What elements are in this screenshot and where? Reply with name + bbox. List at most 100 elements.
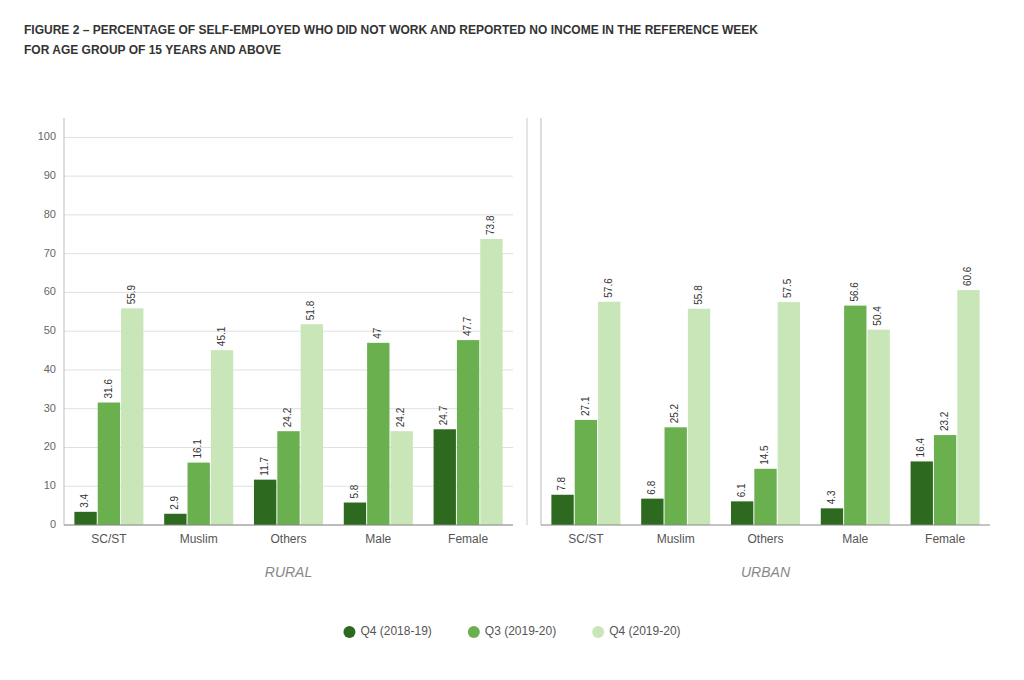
data-label: 2.9 [169, 495, 180, 509]
bars [74, 239, 502, 525]
bar [754, 469, 776, 525]
bar [211, 350, 233, 525]
subtitle: FOR AGE GROUP OF 15 YEARS AND ABOVE [24, 43, 281, 57]
x-axis-line [541, 525, 990, 526]
data-label: 55.8 [693, 285, 704, 305]
data-label: 24.7 [438, 405, 449, 425]
data-label: 7.8 [556, 476, 567, 490]
bar [480, 239, 502, 525]
data-label: 47.7 [462, 316, 473, 336]
data-label: 60.6 [962, 266, 973, 286]
x-tick-label: SC/ST [91, 532, 127, 546]
bar [344, 503, 366, 525]
bar [641, 499, 663, 525]
data-label: 25.2 [669, 403, 680, 423]
bar [277, 431, 299, 525]
bar [188, 463, 210, 525]
x-tick-label: Female [448, 532, 488, 546]
bar [575, 420, 597, 525]
legend-label: Q4 (2019-20) [609, 624, 680, 638]
legend-swatch [468, 626, 480, 638]
bar [390, 431, 412, 525]
legend-item: Q4 (2019-20) [592, 624, 680, 638]
data-labels: 3.42.911.75.824.731.616.124.24747.755.94… [79, 215, 496, 510]
legend-item: Q3 (2019-20) [468, 624, 556, 638]
legend: Q4 (2018-19) Q3 (2019-20) Q4 (2019-20) [343, 624, 680, 638]
data-label: 3.4 [79, 493, 90, 507]
x-tick-label: Others [747, 532, 783, 546]
y-tick-label: 90 [44, 169, 56, 181]
grid-line [64, 253, 513, 254]
bar [434, 429, 456, 525]
y-axis-line [64, 118, 65, 525]
grid-line [64, 137, 513, 138]
x-tick-label: Male [842, 532, 868, 546]
legend-label: Q3 (2019-20) [485, 624, 556, 638]
y-tick-label: 0 [50, 518, 56, 530]
grid-line [64, 176, 513, 177]
data-label: 16.1 [192, 439, 203, 459]
panel-divider [527, 118, 528, 525]
legend-item: Q4 (2018-19) [343, 624, 431, 638]
y-tick-label: 70 [44, 247, 56, 259]
bar [957, 290, 979, 525]
data-label: 5.8 [349, 484, 360, 498]
bar [551, 495, 573, 525]
bar [74, 512, 96, 525]
legend-label: Q4 (2018-19) [360, 624, 431, 638]
y-tick-label: 20 [44, 440, 56, 452]
data-label: 14.5 [759, 445, 770, 465]
bar [598, 302, 620, 525]
data-label: 16.4 [915, 438, 926, 458]
data-label: 6.8 [646, 480, 657, 494]
legend-swatch [343, 626, 355, 638]
bar [821, 508, 843, 525]
bar [457, 340, 479, 525]
data-label: 55.9 [126, 284, 137, 304]
y-tick-label: 60 [44, 285, 56, 297]
data-label: 11.7 [259, 456, 270, 475]
data-label: 31.6 [103, 379, 114, 399]
x-tick-label: Female [925, 532, 965, 546]
bar [688, 309, 710, 525]
section-label: URBAN [741, 564, 791, 580]
bar [665, 427, 687, 525]
data-label: 6.1 [736, 483, 747, 497]
y-tick-label: 40 [44, 363, 56, 375]
grid-line [64, 214, 513, 215]
y-axis-line [541, 118, 542, 525]
panel: 01020304050607080901003.42.911.75.824.73… [38, 118, 513, 580]
data-label: 73.8 [485, 215, 496, 235]
data-label: 24.2 [395, 407, 406, 427]
x-tick-label: Muslim [657, 532, 695, 546]
bar [164, 514, 186, 525]
bar [911, 461, 933, 525]
data-label: 27.1 [580, 396, 591, 416]
chart: FIGURE 2 – PERCENTAGE OF SELF-EMPLOYED W… [0, 0, 1024, 680]
panel: 7.86.86.14.316.427.125.214.556.623.257.6… [541, 118, 990, 580]
x-tick-label: Muslim [180, 532, 218, 546]
section-label: RURAL [265, 564, 312, 580]
data-label: 4.3 [826, 490, 837, 504]
data-label: 57.5 [782, 278, 793, 298]
legend-swatch [592, 626, 604, 638]
x-tick-label: Others [270, 532, 306, 546]
data-label: 47 [372, 327, 383, 339]
y-tick-label: 30 [44, 402, 56, 414]
y-tick-label: 50 [44, 324, 56, 336]
bar [98, 403, 120, 525]
bar [731, 501, 753, 525]
bar [121, 308, 143, 525]
bar [778, 302, 800, 525]
data-label: 51.8 [305, 300, 316, 320]
title: FIGURE 2 – PERCENTAGE OF SELF-EMPLOYED W… [24, 23, 758, 37]
bars [551, 290, 979, 525]
bar [844, 306, 866, 525]
y-tick-label: 10 [44, 479, 56, 491]
x-tick-label: Male [365, 532, 391, 546]
x-tick-label: SC/ST [568, 532, 604, 546]
bar [867, 330, 889, 525]
bar [301, 324, 323, 525]
data-label: 50.4 [872, 306, 883, 326]
y-tick-label: 100 [38, 130, 56, 142]
